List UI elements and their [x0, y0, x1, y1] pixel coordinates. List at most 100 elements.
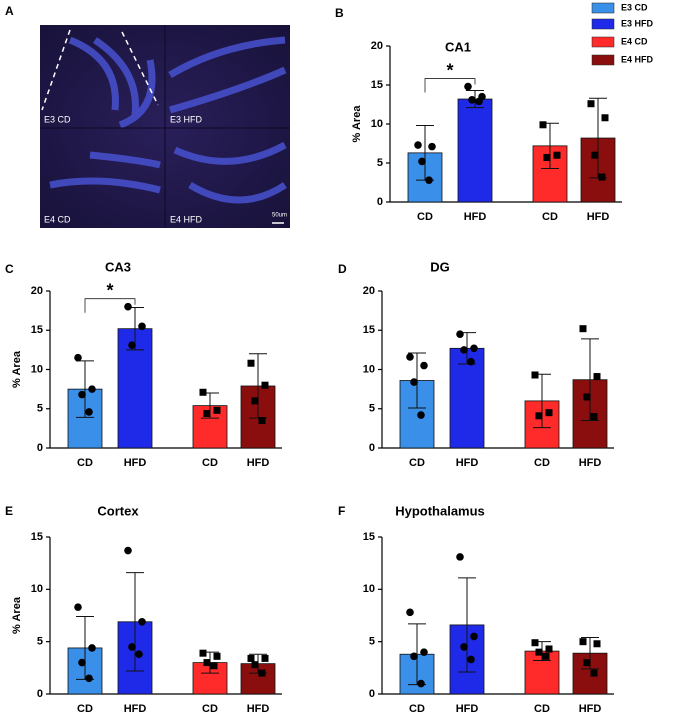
y-axis-label: % Area [351, 105, 363, 143]
data-point [128, 643, 136, 651]
data-point [456, 330, 464, 338]
data-point [468, 96, 476, 104]
data-point [85, 674, 93, 683]
data-point [470, 632, 478, 641]
y-tick-label: 10 [363, 583, 375, 595]
data-point [251, 397, 259, 405]
data-point [88, 385, 96, 393]
data-point [203, 659, 211, 667]
data-point [467, 357, 475, 366]
y-tick-label: 20 [31, 285, 43, 297]
x-tick-label: HFD [579, 457, 602, 469]
y-tick-label: 5 [369, 403, 375, 415]
data-point [583, 659, 591, 667]
data-point [199, 649, 207, 657]
x-tick-label: HFD [124, 457, 147, 469]
data-point [124, 302, 132, 311]
y-tick-label: 15 [371, 79, 383, 91]
bar [449, 347, 485, 449]
y-tick-label: 0 [37, 442, 43, 454]
data-point [247, 654, 255, 662]
y-tick-label: 5 [37, 403, 43, 415]
data-point [410, 378, 418, 386]
x-tick-label: CD [534, 457, 550, 469]
y-tick-label: 0 [369, 442, 375, 454]
data-point [78, 658, 86, 667]
x-tick-label: HFD [456, 457, 479, 469]
x-tick-label: CD [77, 703, 93, 714]
micrograph: E3 CD E3 HFD E4 CD E4 HFD 50um [40, 25, 290, 228]
data-point [199, 388, 207, 396]
data-point [420, 648, 428, 656]
data-point [203, 409, 211, 417]
data-point [579, 638, 587, 646]
data-point [410, 652, 418, 661]
data-point [74, 353, 82, 362]
data-point [470, 344, 478, 353]
chart-title: Hypothalamus [395, 503, 485, 518]
data-point [138, 617, 146, 626]
y-tick-label: 10 [363, 363, 375, 375]
panel-label: F [338, 504, 345, 518]
data-point [579, 325, 587, 333]
data-point [138, 322, 146, 331]
panel-label: D [338, 262, 347, 276]
data-point [247, 359, 255, 367]
x-tick-label: HFD [456, 703, 479, 714]
data-point [128, 341, 136, 349]
data-point [213, 652, 221, 660]
y-tick-label: 0 [377, 196, 383, 208]
legend-label: E3 CD [621, 2, 648, 12]
chart-title: Cortex [97, 503, 139, 518]
x-tick-label: CD [409, 703, 425, 714]
tissue-band [49, 151, 161, 194]
data-point [545, 645, 553, 653]
x-tick-label: CD [409, 457, 425, 469]
data-point [464, 82, 472, 91]
data-point [85, 408, 93, 416]
x-tick-label: CD [534, 703, 550, 714]
y-tick-label: 0 [37, 688, 43, 700]
legend-swatch [591, 2, 615, 14]
data-point [414, 141, 422, 149]
data-point [583, 393, 591, 401]
data-point [531, 371, 539, 379]
x-tick-label: CD [77, 457, 93, 469]
data-point [531, 639, 539, 647]
data-point [251, 661, 259, 669]
x-tick-label: HFD [247, 457, 270, 469]
data-point [467, 655, 475, 664]
data-point [261, 654, 269, 662]
x-tick-label: HFD [579, 703, 602, 714]
x-tick-label: HFD [247, 703, 270, 714]
y-tick-label: 10 [371, 118, 383, 130]
data-point [460, 346, 468, 354]
legend-label: E4 CD [621, 36, 648, 46]
data-point [428, 142, 436, 151]
data-point [543, 154, 551, 162]
data-point [418, 157, 426, 166]
legend-label: E4 HFD [621, 54, 654, 64]
image-label: E3 HFD [170, 114, 203, 124]
data-point [590, 669, 598, 677]
significance-label: * [106, 280, 113, 300]
y-tick-label: 5 [369, 636, 375, 648]
legend-swatch [591, 54, 615, 66]
y-tick-label: 15 [363, 324, 375, 336]
data-point [535, 412, 543, 420]
data-point [456, 553, 464, 561]
data-point [261, 381, 269, 389]
data-point [598, 173, 606, 181]
data-point [210, 662, 218, 670]
panel-label: C [5, 262, 14, 276]
data-point [88, 644, 96, 652]
tissue-band [68, 36, 156, 129]
scale-label: 50um [272, 213, 287, 219]
data-point [425, 176, 433, 184]
bar [457, 98, 493, 203]
legend-swatch [591, 36, 615, 48]
y-tick-label: 15 [31, 324, 43, 336]
data-point [591, 151, 599, 159]
image-label: E3 CD [44, 114, 71, 124]
